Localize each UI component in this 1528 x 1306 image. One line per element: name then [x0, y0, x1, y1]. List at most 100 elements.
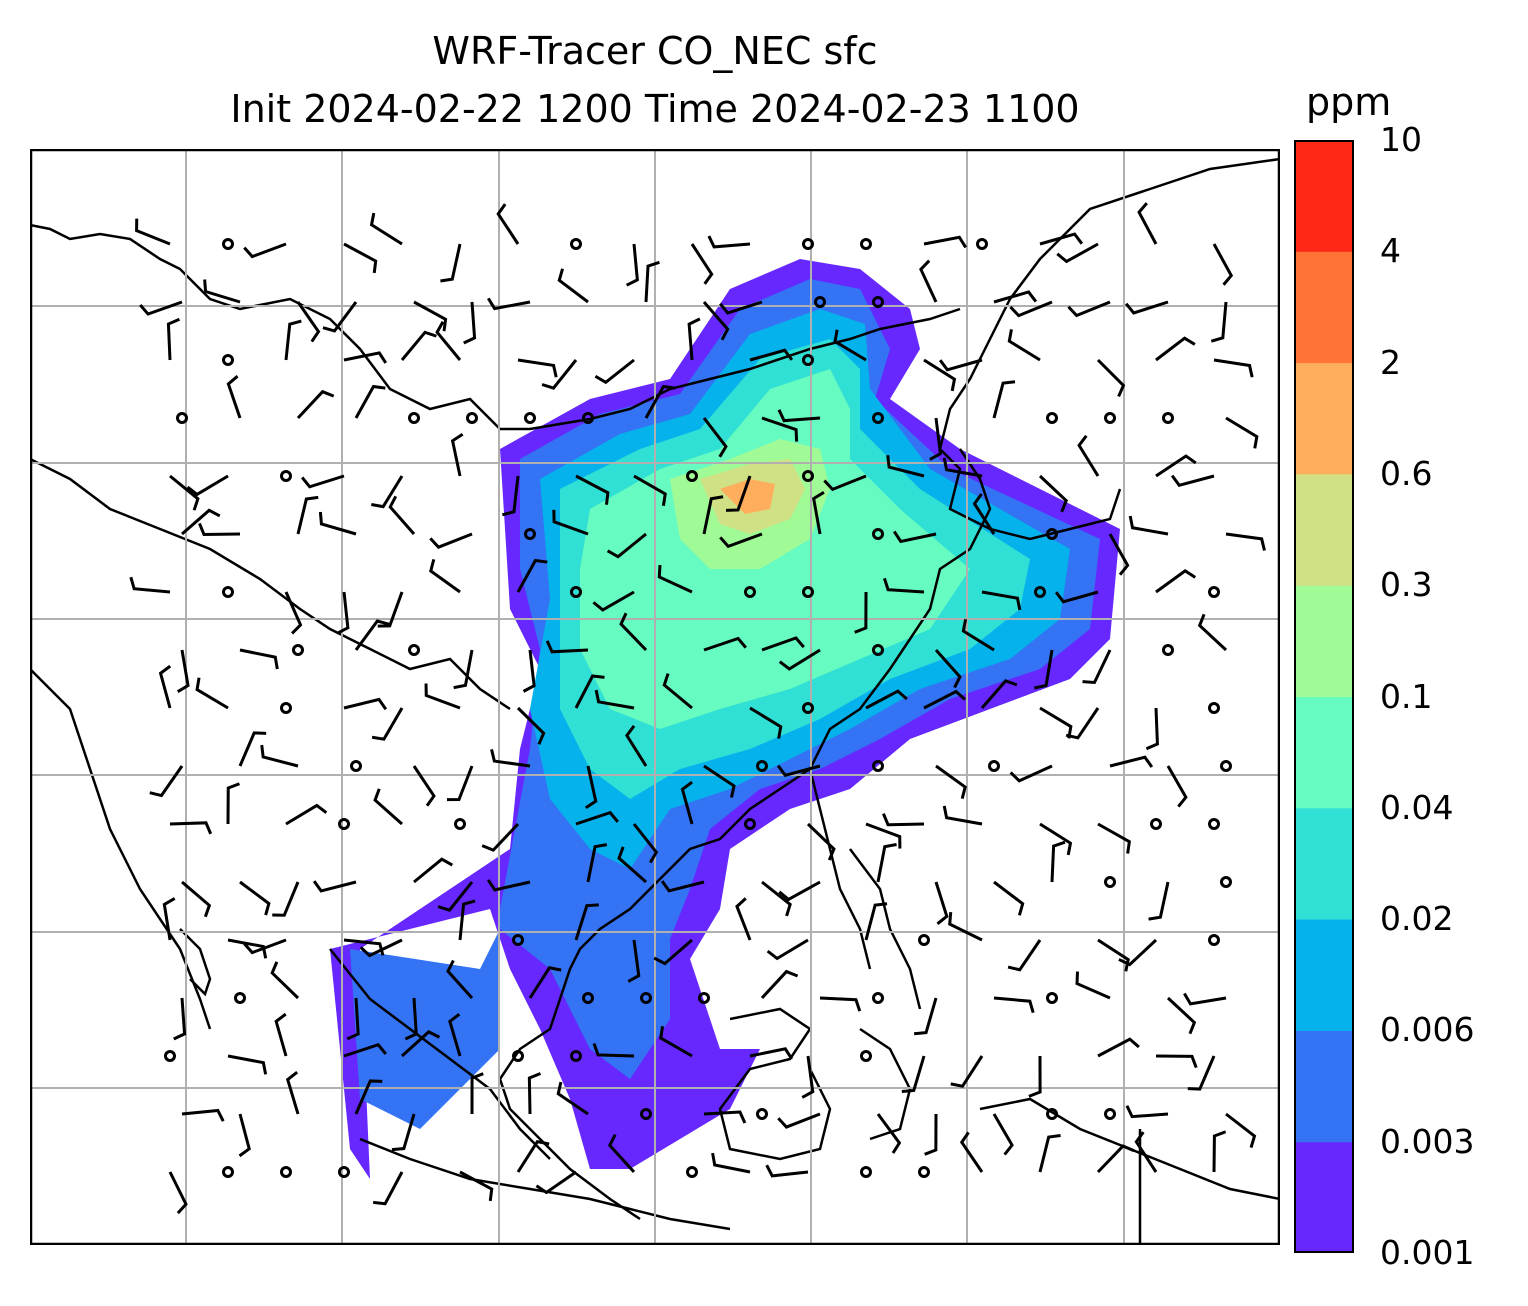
wind-barb	[574, 903, 599, 941]
wind-barb	[923, 235, 968, 249]
wind-barb	[446, 765, 474, 802]
calm-wind-marker	[524, 528, 536, 540]
wind-barb	[239, 648, 279, 670]
calm-wind-marker	[1034, 586, 1046, 598]
wind-barb	[149, 765, 184, 798]
wind-barb	[459, 1170, 494, 1202]
wind-barb	[935, 764, 967, 800]
wind-barb	[227, 938, 268, 959]
wind-barb	[516, 558, 548, 593]
calm-wind-marker	[1220, 876, 1232, 888]
wind-barb	[1096, 1144, 1135, 1174]
wind-barb	[1212, 243, 1234, 286]
map-title: WRF-Tracer CO_NEC sfc	[432, 29, 878, 73]
wind-barb	[162, 897, 176, 941]
wind-barb	[1148, 881, 1170, 921]
wind-barb	[1155, 336, 1196, 362]
calm-wind-marker	[640, 992, 652, 1004]
wind-barb	[777, 409, 821, 423]
calm-wind-marker	[1104, 876, 1116, 888]
calm-wind-marker	[408, 412, 420, 424]
wind-barb	[981, 590, 1022, 611]
calm-wind-marker	[1208, 934, 1220, 946]
wind-barb	[1096, 358, 1126, 398]
wind-barb	[1124, 300, 1169, 315]
calm-wind-marker	[756, 1108, 768, 1120]
wind-barb	[659, 1026, 693, 1058]
wind-barb	[1007, 939, 1042, 972]
wind-barb	[557, 268, 589, 304]
calm-wind-marker	[222, 586, 234, 598]
calm-wind-marker	[280, 702, 292, 714]
wind-barb	[702, 301, 730, 341]
wind-barb	[619, 612, 648, 652]
wind-barb	[586, 843, 608, 883]
wind-barb	[653, 938, 693, 966]
wind-barb	[1097, 822, 1131, 854]
calm-wind-marker	[338, 1166, 350, 1178]
colorbar-tick-label: 2	[1380, 342, 1401, 382]
wind-barb	[239, 880, 271, 916]
wind-barb	[1054, 590, 1099, 604]
wind-barb	[760, 969, 799, 1000]
wind-barb	[575, 474, 610, 505]
calm-wind-marker	[338, 818, 350, 830]
wind-barb	[882, 813, 925, 827]
wind-barb	[1134, 1131, 1158, 1173]
wind-barb	[354, 384, 386, 419]
wind-barb	[412, 765, 436, 807]
wind-barb	[980, 679, 1018, 709]
calm-wind-marker	[686, 470, 698, 482]
colorbar-tick-label: 0.02	[1380, 899, 1454, 939]
calm-wind-marker	[1104, 412, 1116, 424]
wind-barb	[735, 897, 752, 941]
wind-barb	[312, 880, 357, 893]
wind-barb	[607, 1133, 636, 1174]
wind-barb	[942, 457, 983, 478]
wind-barb	[1034, 649, 1054, 690]
wind-barb	[516, 706, 546, 745]
wind-barb	[270, 961, 300, 1000]
wind-barb	[632, 823, 659, 864]
wind-barb	[778, 648, 821, 671]
wind-barb	[481, 822, 520, 852]
calm-wind-marker	[1150, 818, 1162, 830]
colorbar-segment	[1294, 140, 1354, 252]
wind-barb	[1197, 613, 1228, 652]
wind-barb	[227, 1054, 268, 1075]
map-panel	[30, 149, 1280, 1245]
calm-wind-marker	[512, 934, 524, 946]
wind-barb	[1225, 1112, 1257, 1148]
calm-wind-marker	[222, 1166, 234, 1178]
wind-barb	[243, 938, 287, 955]
wind-barb	[169, 474, 200, 511]
wind-barb	[243, 242, 287, 259]
wind-barb	[1067, 300, 1111, 318]
calm-wind-marker	[872, 412, 884, 424]
calm-wind-marker	[512, 1050, 524, 1062]
wind-barb	[625, 724, 648, 767]
wind-barb	[1128, 515, 1169, 536]
wind-barb	[901, 1055, 926, 1094]
calm-wind-marker	[918, 1166, 930, 1178]
wind-barb	[766, 938, 809, 961]
wind-barb	[1038, 474, 1068, 513]
wind-barb	[657, 564, 693, 594]
wind-barb	[687, 317, 701, 361]
calm-wind-marker	[1208, 818, 1220, 830]
wind-barb	[129, 576, 171, 594]
wind-barb	[993, 880, 1025, 916]
wind-barb	[819, 996, 862, 1012]
wind-barb	[135, 218, 171, 246]
wind-barb	[284, 591, 303, 635]
wind-barb	[719, 532, 763, 549]
gridlines	[30, 149, 1280, 1245]
wind-barb	[1082, 649, 1112, 685]
wind-barb	[285, 803, 328, 826]
wind-barb	[702, 417, 728, 458]
wind-barb	[876, 842, 897, 883]
wind-barb	[812, 491, 825, 535]
calm-wind-marker	[802, 238, 814, 250]
wind-barb	[260, 744, 299, 768]
wind-barb	[354, 1079, 383, 1115]
